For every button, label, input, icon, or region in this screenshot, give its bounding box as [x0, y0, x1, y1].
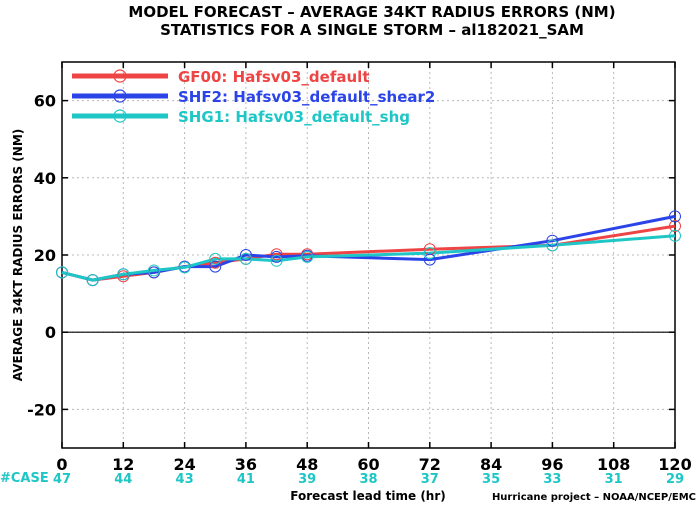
y-tick-label: 40	[34, 169, 56, 188]
data-point	[301, 250, 314, 263]
data-point	[669, 229, 681, 242]
y-axis-ticks: -20 0 20 40 60	[27, 92, 675, 419]
x-tick-label: 0	[56, 455, 67, 474]
legend-marker	[113, 89, 127, 103]
case-count: 33	[543, 472, 561, 487]
case-count: 35	[482, 472, 500, 487]
x-tick-label: 120	[658, 455, 691, 474]
x-tick-label: 84	[480, 455, 502, 474]
y-tick-label: 60	[34, 92, 56, 111]
y-tick-label: 0	[45, 323, 56, 342]
legend-label: SHG1: Hafsv03_default_shg	[178, 108, 410, 126]
case-count: 43	[176, 472, 194, 487]
data-point	[178, 261, 191, 274]
x-tick-label: 72	[419, 455, 441, 474]
x-tick-label: 108	[597, 455, 630, 474]
data-point	[147, 264, 160, 277]
data-point	[270, 250, 283, 263]
case-count: 39	[298, 472, 316, 487]
x-tick-label: 48	[296, 455, 318, 474]
data-point	[209, 260, 222, 273]
case-count: 41	[237, 472, 255, 487]
case-count: 37	[421, 472, 439, 487]
case-count: 38	[359, 472, 377, 487]
data-point	[423, 243, 436, 256]
data-point	[423, 247, 436, 260]
data-point	[270, 248, 283, 261]
legend-label: GF00: Hafsv03_default	[178, 68, 369, 86]
data-point	[56, 266, 68, 279]
data-point	[669, 210, 681, 223]
x-tick-label: 60	[357, 455, 379, 474]
x-tick-label: 36	[235, 455, 257, 474]
data-point	[423, 253, 436, 266]
series-lines	[56, 210, 681, 287]
data-point	[270, 254, 283, 267]
data-point	[239, 249, 252, 261]
legend-label: SHF2: Hafsv03_default_shear2	[178, 88, 435, 106]
data-point	[209, 252, 222, 265]
case-counts: 47 44 43 41 39 38 37 35 33 31 29	[53, 472, 684, 487]
y-axis-label: AVERAGE 34KT RADIUS ERRORS (NM)	[11, 129, 25, 381]
case-label: #CASE	[0, 471, 49, 486]
legend: GF00: Hafsv03_default SHF2: Hafsv03_defau…	[72, 68, 435, 126]
data-point	[669, 220, 681, 233]
chart-title: MODEL FORECAST – AVERAGE 34KT RADIUS ERR…	[128, 3, 615, 21]
data-point	[546, 234, 559, 247]
data-point	[546, 239, 559, 252]
credit-text: Hurricane project – NOAA/NCEP/EMC	[492, 492, 696, 503]
data-point	[239, 252, 252, 265]
chart-subtitle: STATISTICS FOR A SINGLE STORM – al182021…	[160, 21, 584, 39]
x-tick-label: 24	[173, 455, 195, 474]
case-count: 31	[605, 472, 623, 487]
case-count: 29	[666, 472, 684, 487]
x-axis-ticks: 0 12 24 36 48 60 72 84 96 108 120	[56, 62, 692, 474]
legend-marker	[113, 69, 127, 83]
x-axis-label: Forecast lead time (hr)	[290, 489, 446, 503]
case-count: 47	[53, 472, 71, 487]
y-tick-label: -20	[27, 400, 56, 419]
x-tick-label: 12	[112, 455, 134, 474]
y-tick-label: 20	[34, 246, 56, 265]
legend-marker	[113, 109, 127, 123]
data-point	[209, 256, 222, 269]
x-tick-label: 96	[541, 455, 563, 474]
data-point	[86, 274, 99, 287]
case-count: 44	[114, 472, 132, 487]
data-point	[117, 268, 130, 281]
